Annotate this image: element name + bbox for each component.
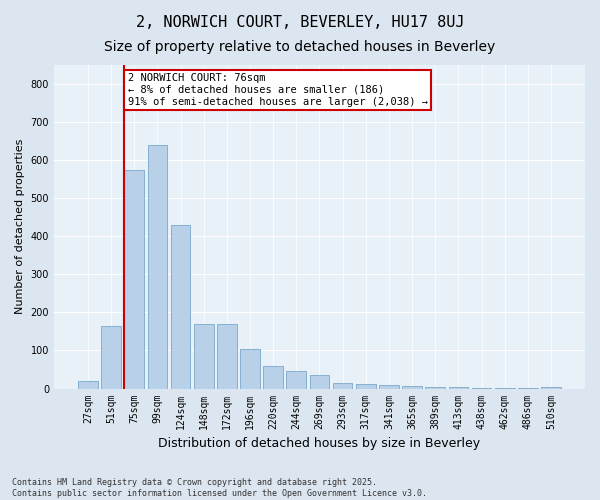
Bar xyxy=(379,384,399,388)
Bar xyxy=(124,170,144,388)
Bar xyxy=(333,383,352,388)
Bar xyxy=(78,381,98,388)
Bar xyxy=(194,324,214,388)
Bar xyxy=(310,375,329,388)
Bar xyxy=(402,386,422,388)
Bar xyxy=(170,225,190,388)
Bar xyxy=(286,370,306,388)
Bar xyxy=(101,326,121,388)
Text: 2 NORWICH COURT: 76sqm
← 8% of detached houses are smaller (186)
91% of semi-det: 2 NORWICH COURT: 76sqm ← 8% of detached … xyxy=(128,74,428,106)
Bar xyxy=(356,384,376,388)
Y-axis label: Number of detached properties: Number of detached properties xyxy=(15,139,25,314)
Bar xyxy=(217,324,236,388)
Bar xyxy=(541,386,561,388)
Bar xyxy=(449,387,468,388)
Text: Contains HM Land Registry data © Crown copyright and database right 2025.
Contai: Contains HM Land Registry data © Crown c… xyxy=(12,478,427,498)
X-axis label: Distribution of detached houses by size in Beverley: Distribution of detached houses by size … xyxy=(158,437,481,450)
Bar xyxy=(240,350,260,389)
Bar xyxy=(425,386,445,388)
Text: 2, NORWICH COURT, BEVERLEY, HU17 8UJ: 2, NORWICH COURT, BEVERLEY, HU17 8UJ xyxy=(136,15,464,30)
Bar xyxy=(263,366,283,388)
Bar xyxy=(148,145,167,388)
Text: Size of property relative to detached houses in Beverley: Size of property relative to detached ho… xyxy=(104,40,496,54)
